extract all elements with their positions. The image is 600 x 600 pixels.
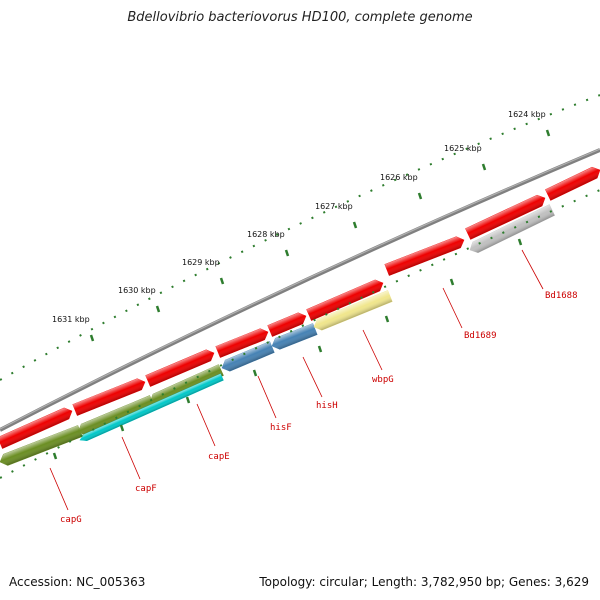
reverse-strand-genes: [0, 204, 555, 466]
leader-line: [121, 436, 141, 480]
leader-line: [302, 356, 323, 398]
kbp-label: 1628 kbp: [247, 230, 285, 239]
inner-tick: [517, 238, 523, 246]
gene-label-wbpG: wbpG: [372, 375, 394, 385]
major-tick: [481, 163, 487, 171]
leader-line: [196, 403, 216, 447]
red-gene: [0, 407, 73, 449]
inner-tick: [185, 396, 191, 404]
red-gene: [215, 328, 269, 358]
red-gene: [545, 166, 600, 201]
red-gene: [145, 349, 215, 387]
outer-ruler: [0, 94, 600, 381]
inner-major-ticks: [52, 238, 523, 460]
gene-label-capE: capE: [208, 452, 230, 462]
red-gene: [267, 312, 307, 337]
gene-labels: capG capF capE hisF hisH wbpG Bd1689 Bd1688: [60, 291, 578, 525]
kbp-label: 1624 kbp: [508, 110, 546, 119]
red-gene: [384, 236, 465, 276]
red-gene: [72, 378, 146, 416]
inner-tick: [449, 278, 455, 286]
gene-Bd1688: [469, 204, 555, 254]
gene-wbpG: [313, 290, 393, 331]
major-tick: [545, 129, 551, 137]
forward-strand-genes: [0, 166, 600, 449]
gene-label-capF: capF: [135, 484, 157, 494]
major-ticks: [89, 129, 551, 342]
gene-capE: [79, 373, 224, 442]
genome-summary: Topology: circular; Length: 3,782,950 bp…: [259, 575, 589, 589]
major-tick: [352, 221, 358, 229]
accession-text: Accession: NC_005363: [9, 575, 146, 589]
gene-hisH: [271, 323, 318, 350]
inner-tick: [119, 424, 125, 432]
map-title: Bdellovibrio bacteriovorus HD100, comple…: [127, 10, 473, 25]
gene-label-hisF: hisF: [270, 423, 292, 433]
kbp-label: 1626 kbp: [380, 173, 418, 182]
leader-line: [257, 375, 277, 419]
kbp-label: 1630 kbp: [118, 286, 156, 295]
kbp-label: 1631 kbp: [52, 315, 90, 324]
kbp-label: 1627 kbp: [315, 202, 353, 211]
gene-label-Bd1689: Bd1689: [464, 331, 497, 341]
leader-line: [442, 287, 463, 329]
major-tick: [284, 249, 290, 257]
kbp-label: 1629 kbp: [182, 258, 220, 267]
gene-label-capG: capG: [60, 515, 82, 525]
kbp-label: 1625 kbp: [444, 144, 482, 153]
red-gene: [465, 194, 546, 240]
gene-capG: [0, 425, 83, 466]
genome-backbone: [0, 148, 600, 432]
leader-line: [362, 329, 383, 371]
inner-ruler: [0, 189, 600, 479]
major-tick: [219, 277, 225, 285]
inner-tick: [252, 369, 258, 377]
gene-label-Bd1688: Bd1688: [545, 291, 578, 301]
inner-tick: [317, 345, 323, 353]
gene-leader-lines: [49, 249, 544, 511]
major-tick: [155, 305, 161, 313]
inner-tick: [384, 315, 390, 323]
major-tick: [89, 334, 95, 342]
red-gene: [306, 279, 384, 321]
leader-line: [521, 249, 544, 290]
gene-label-hisH: hisH: [316, 401, 338, 411]
kbp-labels: 1624 kbp 1625 kbp 1626 kbp 1627 kbp 1628 kbp…: [52, 110, 546, 324]
major-tick: [417, 192, 423, 200]
inner-tick: [52, 452, 58, 460]
gene-hisF: [221, 341, 275, 372]
leader-line: [49, 467, 69, 511]
